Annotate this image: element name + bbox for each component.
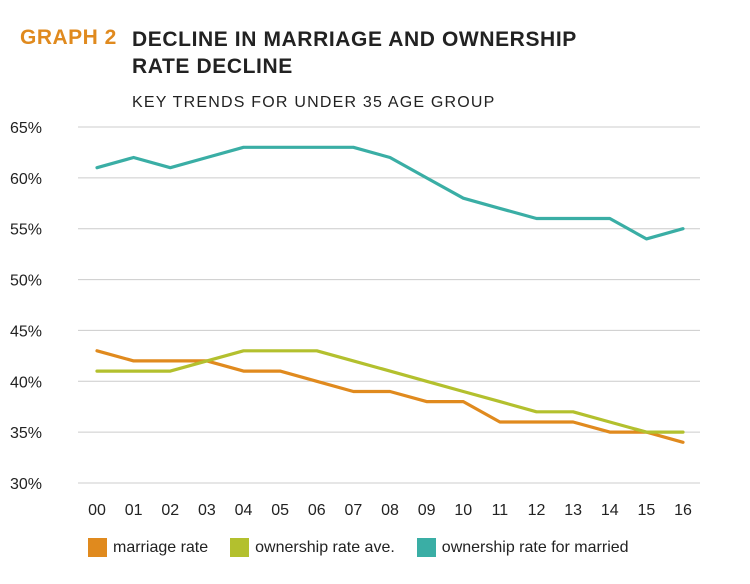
legend-swatch-ownership-ave: [230, 538, 250, 557]
chart-subtitle: KEY TRENDS FOR UNDER 35 AGE GROUP: [132, 94, 496, 111]
y-tick-label-50: 50%: [10, 273, 42, 290]
x-tick-label-03: 03: [198, 502, 216, 519]
graph-label: GRAPH 2: [20, 26, 117, 49]
y-tick-label-45: 45%: [10, 323, 42, 340]
series-line-marriage: [95, 349, 685, 444]
y-tick-label-40: 40%: [10, 374, 42, 391]
x-tick-label-00: 00: [88, 502, 106, 519]
y-tick-label-65: 65%: [10, 120, 42, 137]
legend-item-ownership-ave: ownership rate ave.: [230, 538, 395, 557]
x-tick-label-09: 09: [418, 502, 436, 519]
x-tick-label-05: 05: [271, 502, 289, 519]
x-tick-label-13: 13: [564, 502, 582, 519]
x-tick-label-08: 08: [381, 502, 399, 519]
legend-label-ownership-ave: ownership rate ave.: [255, 538, 395, 556]
legend-label-marriage: marriage rate: [113, 538, 209, 556]
x-tick-label-14: 14: [601, 502, 619, 519]
y-tick-label-30: 30%: [10, 476, 42, 493]
legend-swatch-marriage: [88, 538, 107, 557]
legend-swatch-ownership-married: [416, 538, 436, 557]
chart-title: DECLINE IN MARRIAGE AND OWNERSHIP RATE D…: [132, 26, 652, 80]
x-tick-label-01: 01: [125, 502, 143, 519]
x-tick-label-02: 02: [161, 502, 179, 519]
legend-label-ownership-married: ownership rate for married: [441, 538, 629, 556]
x-tick-label-07: 07: [344, 502, 362, 519]
legend-item-marriage: marriage rate: [88, 538, 208, 557]
legend-item-ownership-married: ownership rate for married: [416, 538, 629, 557]
chart-title-line2: RATE DECLINE: [132, 55, 293, 78]
x-tick-label-12: 12: [528, 502, 546, 519]
series-line-ownership-ave: [95, 349, 685, 434]
x-tick-label-06: 06: [308, 502, 326, 519]
y-tick-label-55: 55%: [10, 222, 42, 239]
x-tick-label-11: 11: [492, 502, 509, 519]
x-tick-label-04: 04: [235, 502, 253, 519]
x-tick-label-10: 10: [454, 502, 472, 519]
y-tick-label-35: 35%: [10, 425, 42, 442]
series-line-ownership-married: [95, 145, 685, 241]
x-tick-label-16: 16: [674, 502, 692, 519]
chart-title-line1: DECLINE IN MARRIAGE AND OWNERSHIP: [132, 28, 577, 51]
x-tick-label-15: 15: [637, 502, 655, 519]
y-tick-label-60: 60%: [10, 171, 42, 188]
legend: marriage rate ownership rate ave. owners…: [88, 538, 651, 557]
